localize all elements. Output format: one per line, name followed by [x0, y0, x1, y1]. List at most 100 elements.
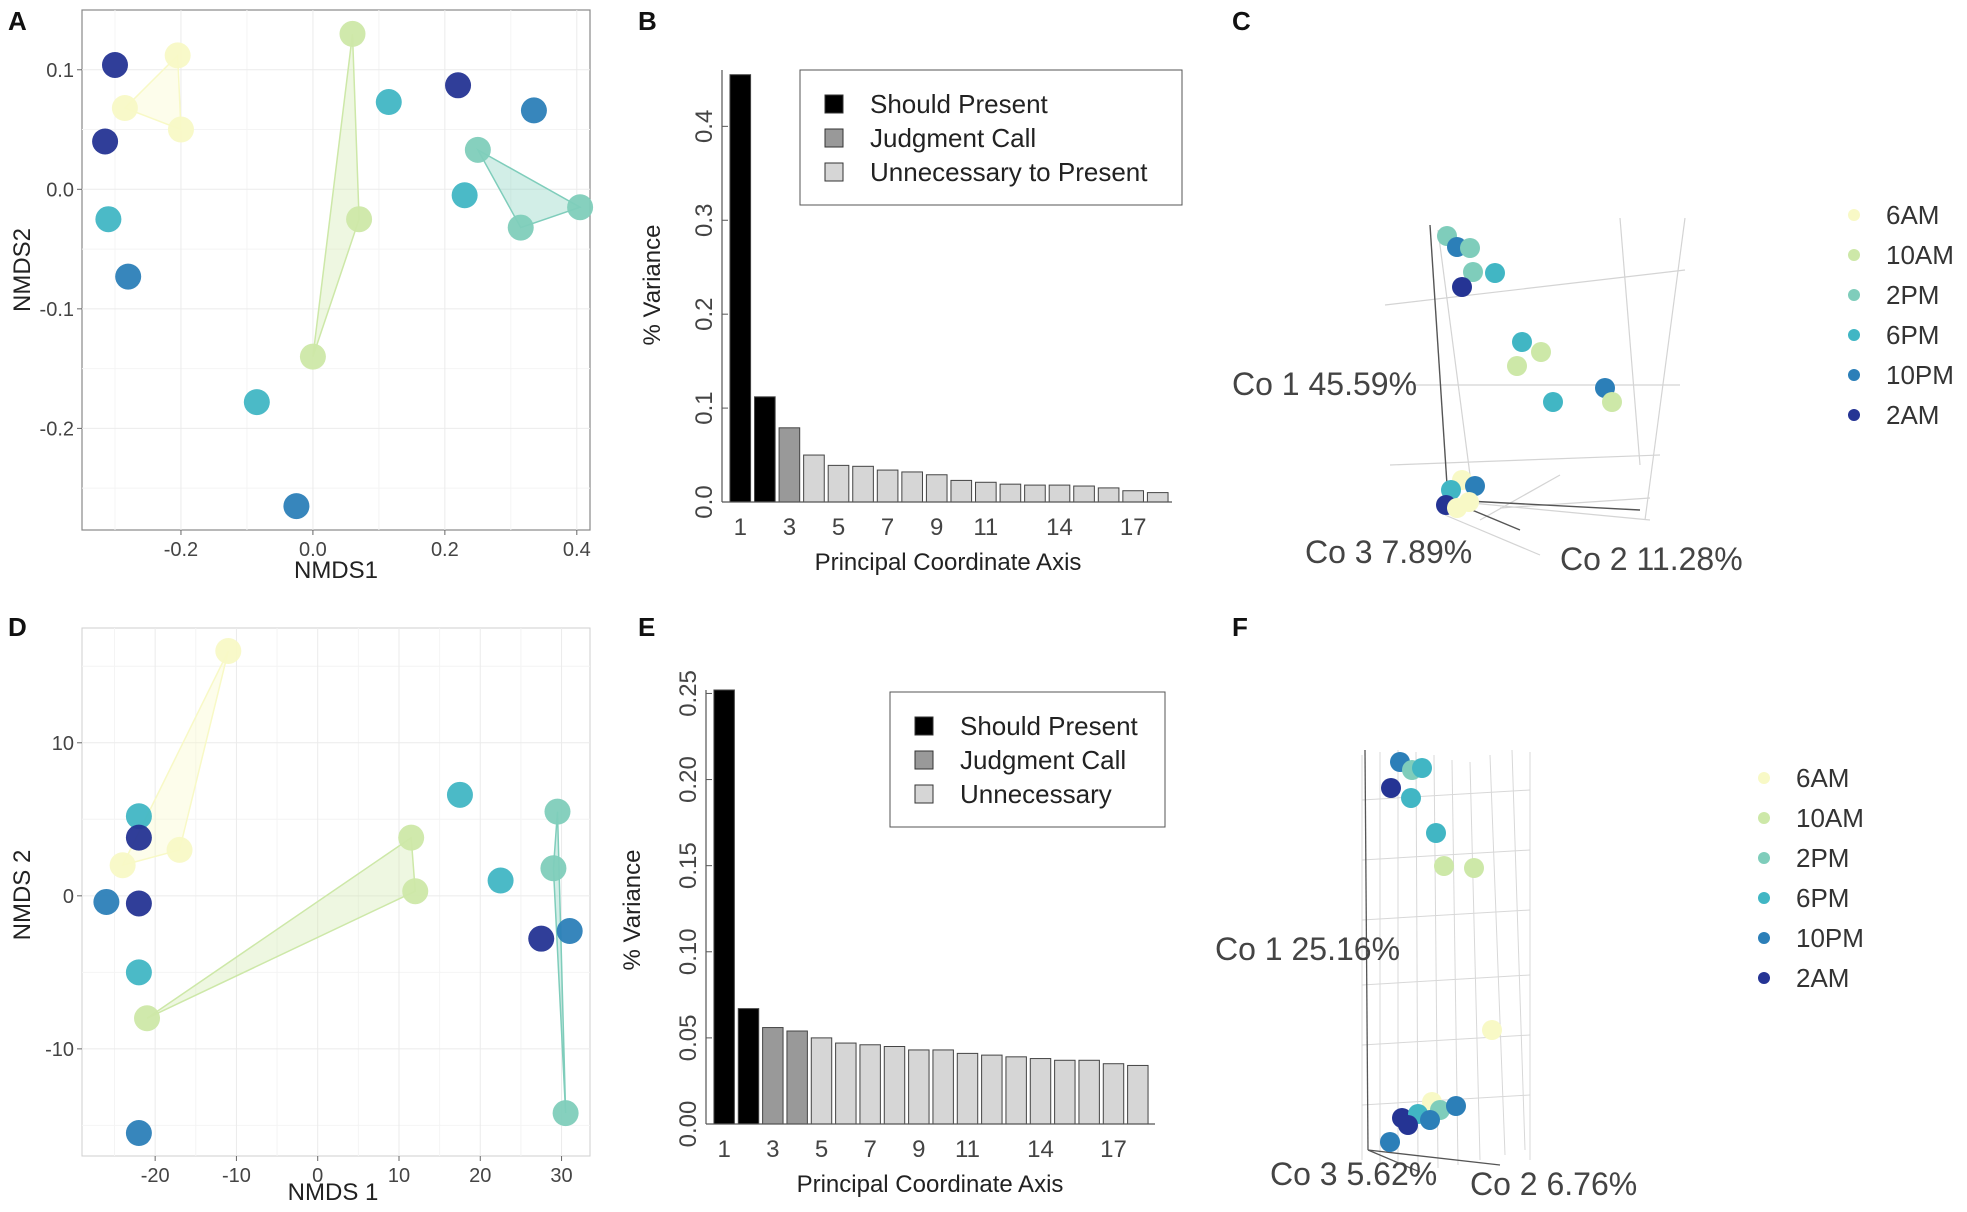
hull-10am: [312, 33, 360, 357]
data-point-6am: [215, 637, 242, 664]
x-ticks-b: 1 3 5 7 9 11 14 17: [734, 514, 1147, 541]
y-tick-label: 0.1: [46, 60, 74, 82]
point-3d-6am: [1482, 1020, 1502, 1040]
point-3d-2am: [1452, 277, 1472, 297]
legend-label-judgment: Judgment Call: [870, 123, 1036, 153]
legend-label-2am: 2AM: [1796, 963, 1849, 993]
wire-vertical-back: [1437, 229, 1471, 476]
point-3d-10pm: [1446, 1096, 1466, 1116]
x-tick-label: 7: [881, 514, 894, 541]
x-tick-label: 20: [469, 1165, 491, 1187]
bar-axis-5: [810, 1037, 833, 1125]
wire-bottom: [1389, 454, 1661, 466]
data-point-10pm: [283, 493, 310, 520]
x-axis-title-b: Principal Coordinate Axis: [815, 549, 1082, 576]
x-tick-label: 9: [912, 1136, 925, 1163]
x-tick-label: -20: [141, 1165, 170, 1187]
point-3d-6pm: [1512, 332, 1532, 352]
y-axis-title-b: % Variance: [639, 225, 666, 346]
data-point-6pm: [243, 389, 270, 416]
x-tick-label: 0.0: [299, 539, 327, 561]
data-point-2am: [528, 925, 555, 952]
y-tick-label: 0.0: [691, 485, 718, 518]
hull-10am: [146, 836, 417, 1019]
bar-axis-14: [1029, 1058, 1052, 1125]
axis-label-co3-f: Co 3 5.62%: [1270, 1156, 1437, 1192]
data-point-2pm: [567, 194, 594, 221]
wire-h: [1361, 1034, 1531, 1046]
wire-floor-4: [1499, 497, 1651, 509]
bar-axis-2: [754, 396, 776, 503]
legend-b: Should Present Judgment Call Unnecessary…: [799, 69, 1183, 206]
point-3d-10am: [1434, 856, 1454, 876]
wire-h: [1361, 849, 1531, 861]
wire-v: [1469, 761, 1481, 1161]
data-point-10pm: [520, 97, 547, 124]
legend-dot-6am: [1848, 209, 1860, 221]
bar-axis-5: [827, 464, 850, 503]
y-tick-label: 0: [63, 886, 74, 908]
y-tick-label: 0.00: [675, 1101, 702, 1148]
x-tick-label: 5: [832, 514, 845, 541]
data-point-6am: [166, 836, 193, 863]
wire-v: [1489, 754, 1506, 1156]
legend-dot-10pm: [1758, 932, 1770, 944]
legend-label-10am: 10AM: [1796, 803, 1864, 833]
legend-f: 6AM 10AM 2PM 6PM 10PM 2AM: [1758, 763, 1864, 993]
legend-label-2pm: 2PM: [1886, 280, 1939, 310]
x-tick-label: -0.2: [164, 539, 198, 561]
legend-dot-10pm: [1848, 369, 1860, 381]
bar-axis-18: [1127, 1064, 1149, 1125]
y-tick-label: 0.0: [46, 179, 74, 201]
legend-dot-2pm: [1848, 289, 1860, 301]
y-ticks-a: -0.2 -0.1 0.0 0.1: [40, 60, 82, 440]
panel-letter-d: D: [8, 612, 27, 642]
x-tick-label: 10: [388, 1165, 410, 1187]
point-3d-10am: [1507, 356, 1527, 376]
point-3d-2pm: [1460, 238, 1480, 258]
y-ticks-b: 0.0 0.1 0.2 0.3 0.4: [691, 110, 728, 519]
panel-letter-e: E: [638, 612, 655, 642]
wire-h: [1361, 1094, 1531, 1106]
wire-floor-3: [1444, 514, 1541, 556]
axis-line-co3-f: [1367, 1149, 1421, 1173]
gridlines-a: [82, 10, 590, 530]
y-tick-label: 0.2: [691, 297, 718, 330]
x-tick-label: 3: [783, 514, 796, 541]
y-ticks-d: -10 0 10: [45, 733, 82, 1061]
y-tick-label: 0.05: [675, 1015, 702, 1062]
panel-letter-c: C: [1232, 6, 1251, 36]
x-tick-label: 14: [1046, 514, 1073, 541]
legend-swatch-unnecessary-e: [914, 784, 934, 804]
point-3d-2am: [1398, 1115, 1418, 1135]
bar-axis-9: [908, 1049, 930, 1125]
hull-2pm: [475, 147, 582, 229]
bar-axis-1: [729, 74, 752, 503]
legend-dot-10am: [1848, 249, 1860, 261]
data-point-2am: [125, 824, 152, 851]
x-tick-label: 0.2: [431, 539, 459, 561]
nmds-scatter-d: -20 -10 0 10 20 30 -10 0 10 NMDS 1 NMDS 2: [9, 627, 591, 1206]
point-3d-10pm: [1465, 476, 1485, 496]
y-axis-title-e: % Variance: [619, 850, 646, 971]
legend-dot-2pm: [1758, 852, 1770, 864]
x-tick-label: 14: [1027, 1136, 1054, 1163]
bar-axis-4: [803, 454, 825, 503]
y-tick-label: 0.4: [691, 110, 718, 143]
bar-axis-17: [1102, 1063, 1125, 1125]
y-tick-label: -10: [45, 1039, 74, 1061]
point-3d-10pm: [1380, 1132, 1400, 1152]
legend-label-6pm: 6PM: [1886, 320, 1939, 350]
bar-axis-6: [835, 1042, 857, 1125]
legend-label-6am: 6AM: [1796, 763, 1849, 793]
axis-line-co1: [1429, 224, 1449, 501]
data-point-10am: [339, 20, 366, 47]
bar-axis-11: [975, 481, 997, 503]
bar-axis-8: [901, 471, 923, 503]
data-point-6pm: [451, 182, 478, 209]
points-c: [1436, 226, 1622, 518]
x-axis-title-d: NMDS 1: [288, 1179, 379, 1206]
gridlines-d: [82, 628, 590, 1156]
bars-b: [729, 74, 1169, 503]
bar-axis-11: [956, 1052, 979, 1125]
